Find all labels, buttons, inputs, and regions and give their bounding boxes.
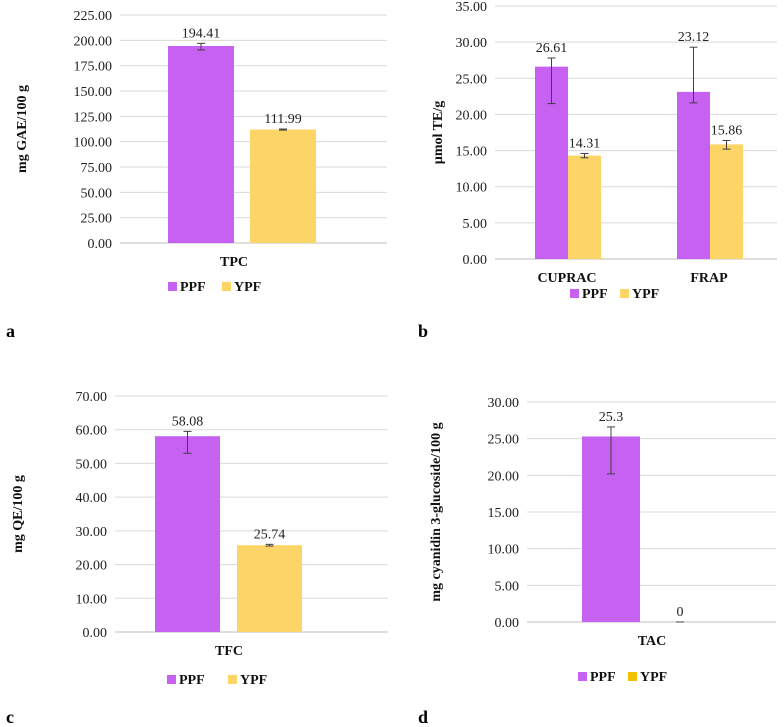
y-tick-label: 125.00 (74, 110, 113, 125)
panel-label: c (6, 707, 14, 727)
y-tick-label: 40.00 (76, 491, 108, 506)
bar-ppf-tpc (168, 45, 234, 244)
legend-swatch-ppf (167, 675, 176, 684)
legend-label-ppf: PPF (582, 287, 608, 302)
y-tick-label: 5.00 (463, 217, 488, 232)
legend-swatch-ppf (578, 672, 587, 681)
legend-swatch-ppf (168, 282, 177, 291)
y-tick-label: 25.00 (488, 433, 520, 448)
legend-label-ypf: YPF (234, 280, 261, 295)
category-label: FRAP (690, 271, 728, 286)
y-tick-label: 50.00 (81, 186, 113, 201)
bar-ppf-frap (677, 91, 710, 259)
legend-label-ppf: PPF (180, 280, 206, 295)
y-tick-label: 0.00 (495, 616, 520, 631)
y-tick-label: 100.00 (74, 136, 113, 151)
y-tick-label: 75.00 (81, 161, 113, 176)
data-label: 58.08 (172, 414, 204, 429)
legend-label-ypf: YPF (640, 670, 667, 685)
bar-ypf-frap (710, 144, 743, 259)
y-tick-label: 200.00 (74, 34, 113, 49)
legend-swatch-ypf (222, 282, 231, 291)
legend-swatch-ypf (620, 289, 629, 298)
y-tick-label: 175.00 (74, 60, 113, 75)
data-label: 26.61 (536, 41, 568, 56)
y-tick-label: 20.00 (456, 108, 488, 123)
y-tick-label: 225.00 (74, 9, 113, 24)
panel-label: b (418, 321, 428, 341)
data-label: 0 (677, 605, 684, 620)
y-tick-label: 35.00 (456, 0, 488, 15)
y-tick-label: 50.00 (76, 457, 108, 472)
legend-swatch-ypf (628, 672, 637, 681)
y-tick-label: 60.00 (76, 424, 108, 439)
y-tick-label: 0.00 (88, 237, 113, 252)
data-label: 14.31 (569, 136, 601, 151)
category-label: CUPRAC (537, 271, 596, 286)
legend-label-ypf: YPF (240, 673, 267, 688)
y-tick-label: 0.00 (463, 253, 488, 268)
data-label: 23.12 (678, 30, 710, 45)
category-label: TFC (215, 644, 243, 659)
y-tick-label: 15.00 (456, 145, 488, 160)
data-label: 194.41 (182, 26, 221, 41)
panel-label: d (418, 707, 428, 727)
legend-swatch-ppf (570, 289, 579, 298)
legend-label-ppf: PPF (179, 673, 205, 688)
bar-ppf-tfc (155, 436, 220, 632)
data-label: 15.86 (711, 123, 743, 138)
panel-label: a (6, 321, 15, 341)
y-tick-label: 30.00 (456, 36, 488, 51)
y-tick-label: 25.00 (81, 212, 113, 227)
category-label: TAC (638, 634, 667, 649)
y-tick-label: 15.00 (488, 506, 520, 521)
y-axis-title: µmol TE/g (431, 101, 446, 164)
y-tick-label: 150.00 (74, 85, 113, 100)
legend-label-ypf: YPF (632, 287, 659, 302)
data-label: 25.3 (599, 410, 624, 425)
legend-label-ppf: PPF (590, 670, 616, 685)
bar-ypf-tpc (250, 129, 316, 243)
y-tick-label: 25.00 (456, 72, 488, 87)
y-tick-label: 30.00 (76, 525, 108, 540)
y-tick-label: 10.00 (488, 543, 520, 558)
y-tick-label: 30.00 (488, 396, 520, 411)
y-axis-title: mg QE/100 g (11, 475, 26, 553)
y-axis-title: mg GAE/100 g (15, 85, 30, 173)
y-axis-title: mg cyanidin 3-glucoside/100 g (429, 422, 444, 601)
data-label: 25.74 (254, 527, 286, 542)
y-tick-label: 0.00 (83, 626, 108, 641)
bar-ypf-tfc (237, 545, 302, 632)
data-label: 111.99 (264, 112, 301, 127)
y-tick-label: 20.00 (76, 559, 108, 574)
y-tick-label: 70.00 (76, 390, 108, 405)
y-tick-label: 10.00 (76, 592, 108, 607)
y-tick-label: 20.00 (488, 469, 520, 484)
y-tick-label: 5.00 (495, 579, 520, 594)
y-tick-label: 10.00 (456, 181, 488, 196)
legend-swatch-ypf (228, 675, 237, 684)
bar-ypf-cuprac (568, 155, 601, 259)
category-label: TPC (220, 255, 248, 270)
